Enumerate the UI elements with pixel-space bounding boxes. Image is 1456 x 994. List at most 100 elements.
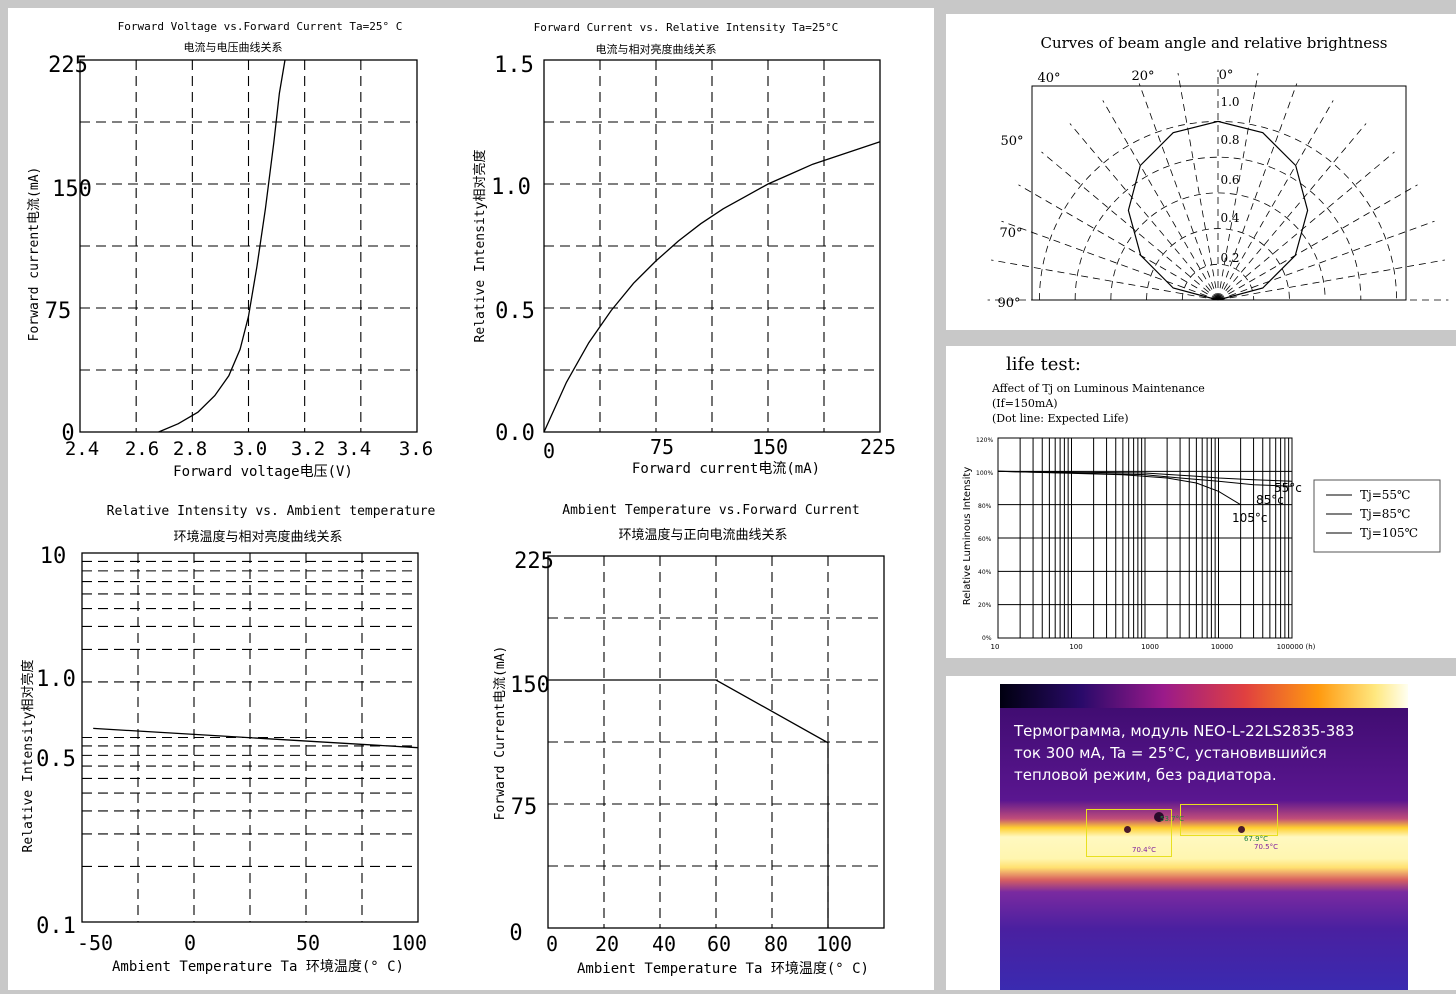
chart-ta-iv-y-tick: 1.0 — [36, 667, 76, 692]
chart-vf-if-x-tick: 3.6 — [399, 438, 433, 460]
chart-ta-if-y-tick: 75 — [511, 795, 538, 820]
beam-curve — [1127, 120, 1309, 301]
life-annotation-85: 85°c — [1256, 493, 1284, 507]
life-legend — [1313, 479, 1441, 553]
polar-radial-line — [1217, 123, 1367, 301]
chart-vf-if-x-tick: 3.2 — [291, 438, 325, 460]
chart-if-iv-y-tick: 1.0 — [491, 175, 531, 200]
chart-vf-if-y-tick: 75 — [45, 299, 72, 324]
beam-angle-label: 20° — [1131, 69, 1154, 84]
life-y-tick: 60% — [978, 536, 992, 543]
chart-if-iv-curve — [543, 141, 881, 433]
thermogram-hotspot — [1238, 826, 1245, 833]
chart-ta-if-grid — [548, 556, 884, 928]
life-test-note: (If=150mA) — [992, 397, 1058, 410]
chart-ta-iv-y-tick: 0.5 — [36, 747, 76, 772]
chart-if-iv: Forward Current vs. Relative Intensity T… — [472, 21, 896, 477]
chart-if-iv-x-tick: 75 — [650, 435, 674, 459]
life-y-tick: 0% — [982, 635, 992, 642]
chart-if-iv-y-tick: 1.5 — [494, 53, 534, 78]
thermogram-temp-label: 70.4°C — [1132, 846, 1156, 854]
thermogram-caption-line: Термограмма, модуль NEO-L-22LS2835-383 — [1014, 722, 1355, 740]
chart-ta-if-ylabel: Forward Current电流(mA) — [493, 646, 508, 821]
chart-ta-iv-x-tick: 50 — [296, 931, 320, 955]
chart-if-iv-ylabel: Relative Intensity相对亮度 — [472, 150, 488, 343]
polar-radial-line — [1102, 100, 1219, 301]
chart-vf-if: Forward Voltage vs.Forward Current Ta=25… — [27, 20, 433, 480]
chart-ta-iv-x-tick: 0 — [184, 931, 196, 955]
characteristic-curves: Forward Voltage vs.Forward Current Ta=25… — [20, 20, 896, 977]
chart-ta-if-subtitle: 环境温度与正向电流曲线关系 — [618, 527, 787, 543]
chart-vf-if-title: Forward Voltage vs.Forward Current Ta=25… — [118, 20, 403, 33]
life-legend-item: Tj=105℃ — [1360, 526, 1418, 540]
thermogram-hotspot — [1154, 812, 1164, 822]
thermogram-color-scale — [1000, 684, 1408, 708]
polar-radial-line — [991, 259, 1219, 301]
thermogram-temp-label: 70.5°C — [1254, 843, 1278, 851]
chart-ta-if-title: Ambient Temperature vs.Forward Current — [562, 503, 859, 518]
chart-vf-if-xlabel: Forward voltage电压(V) — [173, 464, 353, 480]
thermogram-roi-box — [1180, 804, 1278, 836]
chart-ta-if-x-tick: 40 — [652, 932, 676, 956]
chart-ta-iv: Relative Intensity vs. Ambient temperatu… — [20, 504, 436, 975]
polar-radial-line — [1217, 100, 1334, 301]
life-test-title: life test: — [1006, 354, 1081, 375]
beam-chart-title: Curves of beam angle and relative bright… — [1040, 34, 1387, 52]
chart-vf-if-x-tick: 3.0 — [233, 438, 267, 460]
life-y-tick: 100% — [976, 470, 993, 477]
life-curve-55 — [997, 470, 1293, 482]
life-y-tick: 120% — [976, 437, 993, 444]
chart-ta-if-y-tick: 225 — [514, 549, 554, 574]
thermogram-caption: Термограмма, модуль NEO-L-22LS2835-383 т… — [1014, 720, 1404, 786]
chart-vf-if-y-tick: 225 — [48, 53, 88, 78]
chart-vf-if-y-tick: 0 — [61, 421, 74, 446]
polar-radial-line — [1069, 123, 1219, 301]
beam-angle-label: 90° — [997, 296, 1020, 311]
life-test-note: (Dot line: Expected Life) — [992, 412, 1129, 425]
beam-radius-label: 0.6 — [1220, 173, 1239, 187]
chart-ta-iv-xlabel: Ambient Temperature Ta 环境温度(° C) — [112, 959, 404, 975]
beam-radius-label: 0.8 — [1220, 133, 1239, 147]
thermogram-temp-label: 67.9°C — [1244, 835, 1268, 843]
chart-if-iv-y-tick: 0.5 — [495, 299, 535, 324]
polar-radial-line — [1217, 83, 1298, 301]
beam-angle-chart: Curves of beam angle and relative bright… — [987, 34, 1449, 311]
chart-ta-if-xlabel: Ambient Temperature Ta 环境温度(° C) — [577, 961, 869, 977]
chart-vf-if-x-tick: 2.8 — [173, 438, 207, 460]
life-x-tick: 1000 — [1141, 643, 1159, 651]
life-y-tick: 80% — [978, 503, 992, 510]
chart-if-iv-grid — [544, 60, 880, 432]
chart-vf-if-x-tick: 2.4 — [65, 438, 99, 460]
chart-ta-if-x-tick: 60 — [707, 932, 731, 956]
thermogram-caption-line: ток 300 мА, Ta = 25°C, установившийся те… — [1014, 744, 1327, 784]
polar-radial-line — [1138, 83, 1219, 301]
chart-vf-if-x-tick: 3.4 — [337, 438, 371, 460]
polar-radial-line — [1001, 220, 1219, 301]
life-test-note: Affect of Tj on Luminous Maintenance — [991, 382, 1205, 395]
life-chart-grid — [998, 438, 1292, 638]
beam-angle-label: 70° — [999, 226, 1022, 241]
chart-ta-if-x-tick: 80 — [764, 932, 788, 956]
polar-radial-line — [1217, 73, 1259, 301]
thermogram-temp-label: 53.7°C — [1160, 815, 1184, 823]
polar-radial-line — [1217, 259, 1445, 301]
life-annotation-55: 55°c — [1274, 481, 1302, 495]
life-x-tick: 10000 — [1211, 643, 1233, 651]
polar-radial-line — [1041, 151, 1219, 301]
beam-angle-label: 40° — [1037, 71, 1060, 86]
chart-ta-iv-subtitle: 环境温度与相对亮度曲线关系 — [173, 529, 342, 545]
chart-ta-iv-x-tick: 100 — [391, 931, 427, 955]
chart-ta-iv-title: Relative Intensity vs. Ambient temperatu… — [107, 504, 436, 519]
chart-vf-if-grid — [80, 60, 417, 432]
beam-polar-grid — [987, 69, 1449, 301]
life-y-tick: 40% — [978, 569, 992, 576]
beam-radius-label: 1.0 — [1220, 95, 1239, 109]
chart-ta-iv-grid — [82, 553, 418, 922]
thermogram-panel: Термограмма, модуль NEO-L-22LS2835-383 т… — [946, 676, 1456, 990]
beam-radius-label: 0.2 — [1220, 251, 1239, 265]
beam-angle-label: 50° — [1000, 134, 1023, 149]
chart-ta-if: Ambient Temperature vs.Forward Current 环… — [493, 503, 885, 977]
chart-ta-if-x-tick: 20 — [595, 932, 619, 956]
beam-angle-label: 0° — [1219, 68, 1234, 83]
polar-ring — [1146, 228, 1290, 301]
